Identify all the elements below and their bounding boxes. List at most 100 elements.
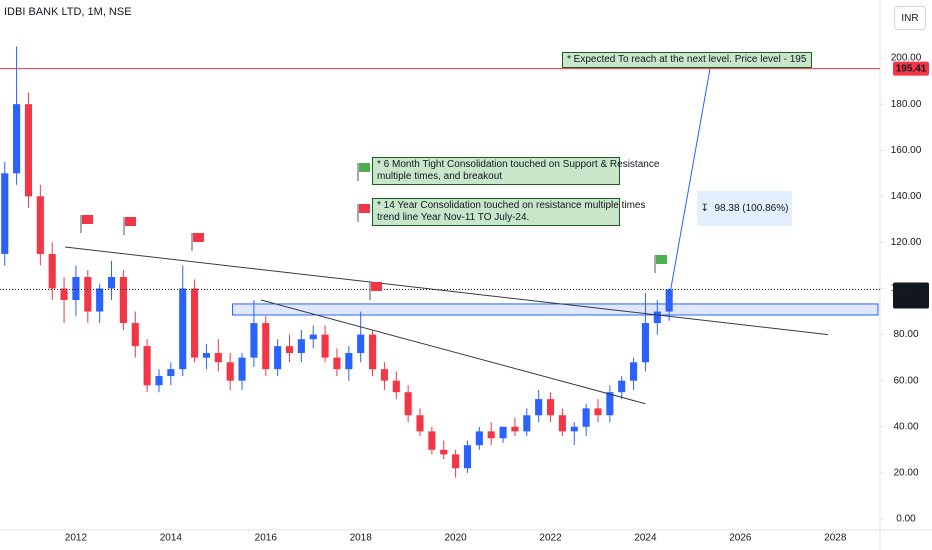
y-tick-label: 160.00: [891, 145, 922, 156]
annotation-line: * 14 Year Consolidation touched on resis…: [377, 200, 646, 211]
candle-body: [84, 276, 92, 312]
flag: [656, 255, 667, 264]
x-tick-label: 2022: [539, 533, 562, 544]
y-tick-label: 80.00: [893, 329, 918, 340]
candle-body: [368, 334, 377, 370]
candle-body: [274, 346, 282, 370]
x-tick-label: 2024: [634, 533, 657, 544]
candle-body: [404, 392, 412, 416]
candle-body: [653, 311, 661, 324]
candle-body: [558, 415, 566, 432]
symbol-title: IDBI BANK LTD, 1M, NSE: [4, 6, 132, 18]
candle-body: [226, 362, 234, 381]
candle-body: [345, 353, 353, 370]
candle-body: [143, 346, 151, 386]
x-tick-label: 2020: [444, 533, 467, 544]
trendline: [64, 246, 829, 336]
candle-body: [511, 426, 519, 432]
candle-body: [535, 399, 543, 416]
candle-body: [618, 380, 626, 393]
measure-box: ↧ 98.38 (100.86%): [697, 191, 792, 226]
candle-body: [107, 276, 116, 289]
flag: [125, 217, 136, 226]
y-tick-label: 140.00: [891, 191, 922, 202]
y-tick-label: 40.00: [893, 421, 918, 432]
x-tick-label: 2028: [824, 533, 847, 544]
currency-button[interactable]: INR: [894, 6, 926, 30]
price-label-bg: [893, 282, 929, 309]
countdown-label: 5d 7h: [898, 296, 923, 307]
candle-body: [463, 445, 472, 469]
candle-body: [119, 276, 127, 324]
candle-body: [665, 289, 673, 312]
x-tick-label: 2018: [350, 533, 373, 544]
candle-body: [131, 323, 139, 347]
candle-body: [321, 334, 329, 358]
annotation-line: multiple times, and breakout: [377, 171, 503, 182]
annotation: * 6 Month Tight Consolidation touched on…: [372, 157, 660, 185]
y-tick-label: 120.00: [891, 237, 922, 248]
flag: [359, 163, 370, 172]
candle-body: [48, 253, 56, 289]
candle-body: [24, 104, 33, 197]
candle-body: [416, 415, 424, 432]
candle-body: [191, 288, 199, 358]
candle-body: [179, 288, 187, 370]
candle-body: [440, 449, 448, 455]
candle-body: [285, 346, 294, 354]
x-tick-label: 2014: [160, 533, 183, 544]
candle-body: [72, 276, 80, 301]
candle-body: [546, 399, 555, 416]
measure-label: 98.38 (100.86%): [714, 203, 789, 214]
candle-body: [499, 426, 507, 439]
candle-body: [202, 353, 211, 358]
candle-body: [641, 323, 650, 363]
candle-body: [475, 431, 483, 446]
candle-body: [523, 415, 531, 432]
candle-body: [297, 339, 305, 354]
candle-body: [167, 369, 175, 377]
candle-body: [452, 454, 460, 469]
support-zone: [232, 303, 879, 316]
candle-body: [630, 362, 638, 381]
candle-body: [96, 288, 104, 312]
x-tick-label: 2016: [255, 533, 278, 544]
annotation-line: trend line Year Nov-11 TO July-24.: [377, 212, 530, 223]
candle-body: [333, 357, 341, 370]
candle-body: [60, 288, 68, 301]
candle-body: [250, 323, 258, 358]
y-tick-label: 60.00: [893, 375, 918, 386]
flag: [193, 233, 204, 242]
candle-body: [594, 408, 602, 416]
annotation-line: * 6 Month Tight Consolidation touched on…: [377, 159, 660, 170]
annotation-line: * Expected To reach at the next level. P…: [567, 54, 807, 65]
candle-body: [582, 408, 590, 427]
y-tick-label: 200.00: [891, 53, 922, 64]
candle-body: [309, 334, 317, 340]
x-tick-label: 2012: [65, 533, 88, 544]
annotation: * Expected To reach at the next level. P…: [562, 52, 812, 68]
candle-body: [570, 426, 578, 432]
measure-icon: ↧: [700, 203, 715, 214]
price-label: 99.56: [898, 284, 923, 295]
candle-body: [357, 334, 365, 354]
candle-body: [262, 323, 270, 370]
candle-body: [392, 380, 400, 393]
candle-body: [428, 431, 436, 450]
price-label-bg: [893, 61, 929, 76]
candle-body: [36, 196, 44, 254]
candle-body: [606, 392, 614, 416]
candle-body: [214, 353, 222, 363]
y-tick-label: 0.00: [896, 514, 916, 525]
candle-body: [380, 369, 388, 381]
flag: [371, 282, 382, 291]
candle-body: [238, 357, 246, 381]
candle-body: [155, 376, 163, 386]
x-tick-label: 2026: [729, 533, 752, 544]
y-tick-label: 20.00: [893, 467, 918, 478]
candle-body: [13, 104, 21, 174]
flag: [82, 215, 93, 224]
price-label: 195.41: [896, 63, 927, 74]
